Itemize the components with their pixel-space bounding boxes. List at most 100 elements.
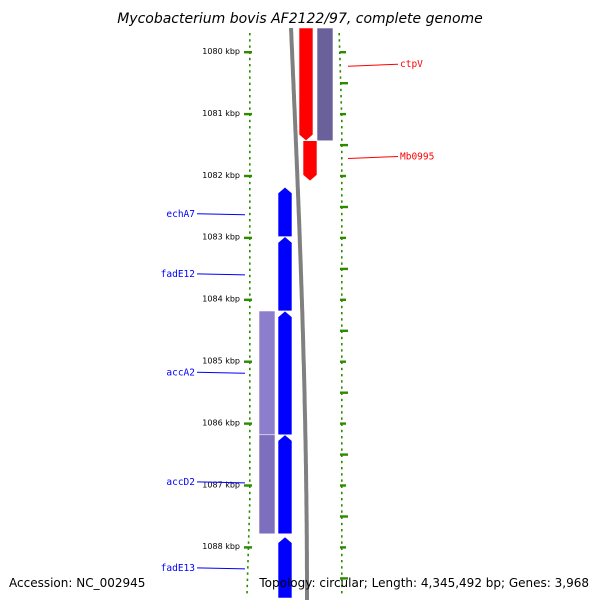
ruler-dot-left — [249, 287, 251, 290]
ruler-tick-right-minor — [340, 546, 346, 549]
ruler-dot-right — [341, 436, 343, 439]
ruler-dot-right — [341, 386, 343, 389]
ruler-dot-right — [341, 498, 343, 501]
ruler-dot-left — [249, 57, 251, 61]
ruler-dot-left — [249, 460, 251, 464]
ruler-dot-right — [341, 262, 343, 265]
ruler-dot-left — [249, 305, 251, 309]
ruler-tick-right — [340, 267, 348, 271]
ruler-dot-left — [249, 157, 251, 160]
ruler-dot-left — [249, 281, 251, 284]
gene-layer — [277, 27, 318, 599]
ruler-dot-left — [249, 188, 251, 191]
ruler-tick-left — [244, 484, 252, 487]
ruler-dot-left — [249, 268, 251, 271]
ruler-dot-left — [249, 473, 251, 476]
ruler-tick-right-minor — [340, 484, 346, 487]
ruler-dot-left — [249, 70, 251, 73]
gene-leader-line — [196, 567, 246, 570]
ruler-tick-right — [340, 391, 348, 394]
ruler-dot-left — [249, 318, 251, 321]
gene-arrow — [298, 27, 314, 142]
gene-label: accD2 — [166, 477, 195, 488]
gene-label: fadE13 — [161, 563, 195, 574]
ruler-tick-left — [244, 236, 252, 240]
ruler-tick-right — [340, 453, 348, 456]
ruler-dot-left — [249, 467, 251, 470]
genome-backbone — [289, 27, 309, 600]
ruler-dot-left — [249, 374, 251, 377]
ruler-dot-right — [341, 312, 343, 315]
ruler-dot-left — [249, 454, 251, 457]
gene-leader-line — [196, 371, 246, 374]
ruler-dot-right — [341, 274, 343, 278]
ruler-tick-right-minor — [340, 298, 346, 301]
ruler-dot-left — [249, 200, 251, 203]
gene-arrow — [277, 186, 293, 237]
ruler-dot-right — [341, 343, 343, 346]
ruler-dot-right — [341, 219, 343, 222]
ruler-tick-right — [340, 515, 348, 518]
ruler-dot-right — [338, 51, 341, 54]
ruler-dot-right — [341, 522, 343, 526]
ruler-dot-right — [341, 169, 343, 172]
gene-arrow — [277, 434, 293, 535]
ruler-dot-right — [341, 212, 343, 216]
ruler-dot-right — [341, 442, 343, 445]
ruler-dot-left — [248, 522, 250, 526]
gene-arrow — [277, 236, 293, 312]
ruler-dot-right — [341, 132, 343, 135]
ruler-dot-left — [246, 572, 249, 575]
ruler-tick-right-minor — [340, 112, 346, 116]
ruler-dot-left — [249, 336, 251, 340]
ruler-dot-right — [341, 194, 343, 197]
ruler-dot-left — [247, 566, 249, 569]
ruler-dot-left — [249, 45, 251, 48]
gene-arrow — [277, 310, 293, 436]
cds-layer — [258, 27, 334, 535]
ruler-dot-left — [249, 330, 251, 333]
ruler-tick-right-minor — [340, 174, 346, 178]
ruler-dot-right — [341, 479, 343, 482]
cds-block — [258, 434, 276, 535]
ruler-dot-left — [249, 126, 251, 129]
ruler-dot-left — [249, 405, 251, 408]
ruler-dot-right — [341, 417, 343, 420]
ruler-tick-label: 1080 kbp — [202, 47, 240, 56]
ruler-dot-left — [247, 553, 249, 557]
ruler-dot-left — [249, 95, 251, 98]
accession-text: Accession: NC_002945 — [9, 576, 145, 590]
ruler-dot-right — [341, 516, 343, 519]
gene-label: Mb0995 — [400, 151, 434, 162]
ruler-dot-left — [249, 76, 251, 79]
ruler-dot-left — [248, 529, 250, 532]
ruler-dot-right — [339, 76, 342, 79]
ruler-dot-left — [249, 206, 251, 209]
ruler-dot-left — [246, 584, 249, 588]
ruler-dot-right — [341, 529, 343, 532]
ruler-dot-right — [339, 70, 342, 73]
ruler-dot-right — [341, 318, 343, 321]
ruler-dot-left — [249, 33, 251, 36]
ruler-dot-right — [341, 584, 343, 588]
ruler-dot-right — [341, 157, 343, 160]
ruler-dot-left — [246, 578, 249, 581]
ruler-dot-left — [249, 163, 251, 166]
ruler-dot-left — [248, 510, 251, 513]
ruler-dot-left — [249, 181, 251, 185]
ruler-dot-right — [338, 33, 340, 36]
ruler-dot-right — [340, 119, 343, 123]
ruler-dot-left — [249, 262, 251, 265]
ruler-dot-right — [341, 405, 343, 408]
ruler-dot-left — [249, 250, 251, 253]
ruler-dot-left — [249, 429, 251, 433]
ruler-dot-left — [249, 398, 251, 402]
ruler-layer: 1080 kbp 1081 kbp 1082 kbp 1083 kbp 1084 kbp… — [202, 33, 348, 594]
ruler-dot-right — [341, 553, 343, 557]
ruler-dot-right — [341, 225, 343, 228]
ruler-tick-label: 1081 kbp — [202, 109, 240, 118]
gene-label: fadE12 — [161, 269, 195, 280]
ruler-tick-label: 1085 kbp — [202, 357, 240, 366]
ruler-dot-right — [341, 473, 343, 476]
